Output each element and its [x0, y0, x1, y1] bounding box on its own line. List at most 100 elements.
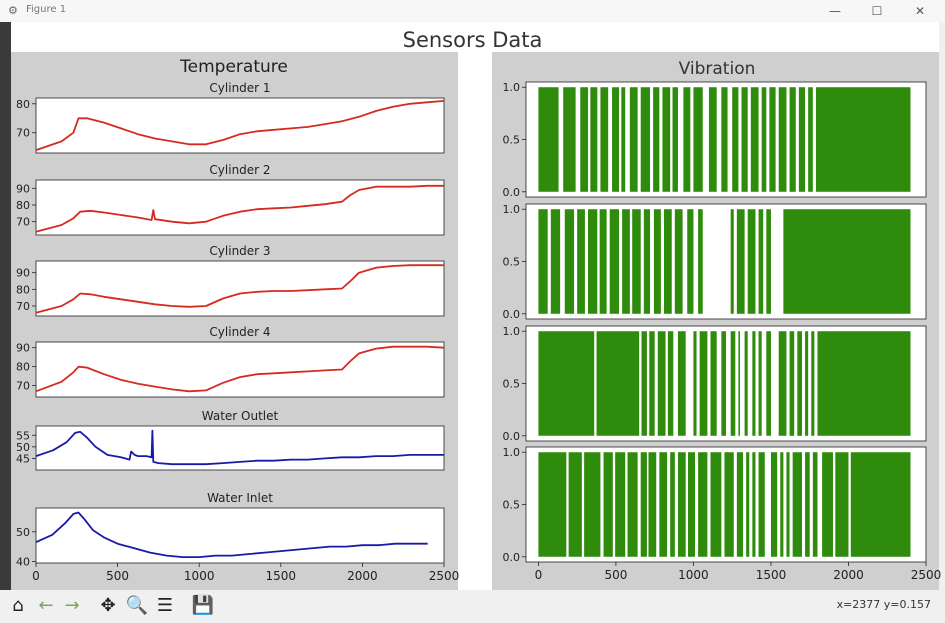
vibration-bar [629, 87, 638, 192]
vibration-bar [817, 331, 911, 436]
y-tick-label: 1.0 [503, 446, 521, 459]
vibration-bar [640, 87, 651, 192]
subplot-title: Water Inlet [207, 491, 273, 505]
vibration-bar [741, 87, 748, 192]
configure-subplots-icon[interactable]: ☰ [156, 595, 174, 616]
back-icon[interactable]: ← [38, 595, 54, 616]
y-tick-label: 90 [16, 267, 30, 280]
vibration-bar [808, 87, 813, 192]
vibration-bar [698, 452, 708, 557]
y-tick-label: 80 [16, 98, 30, 111]
y-tick-label: 80 [16, 199, 30, 212]
y-tick-label: 0.5 [503, 256, 521, 269]
x-tick-label: 1000 [184, 569, 215, 583]
vibration-bar [797, 331, 802, 436]
y-tick-label: 90 [16, 182, 30, 195]
axes-frame [35, 341, 445, 398]
vibration-bar [805, 331, 809, 436]
vibration-bar [538, 87, 559, 192]
y-tick-label: 0.0 [503, 186, 521, 199]
vibration-bar [747, 209, 756, 314]
vibration-bar [600, 87, 609, 192]
y-tick-label: 40 [16, 556, 30, 569]
vibration-bar [780, 452, 784, 557]
vibration-bar [786, 452, 790, 557]
vibration-bar [778, 331, 787, 436]
x-tick-label: 500 [604, 568, 627, 582]
vibration-bar [687, 209, 694, 314]
vibration-bar [738, 331, 740, 436]
vibration-bar [693, 87, 703, 192]
vibration-bar [641, 331, 647, 436]
vibration-bar [538, 452, 567, 557]
maximize-button[interactable]: ☐ [871, 4, 883, 18]
vibration-bar [752, 331, 756, 436]
vibration-bar [710, 331, 717, 436]
zoom-icon[interactable]: 🔍 [125, 595, 149, 616]
vibration-bar [730, 331, 736, 436]
vibration-bar [758, 452, 765, 557]
vibration-bar [632, 209, 641, 314]
forward-icon[interactable]: → [64, 595, 80, 616]
vibration-bar [815, 87, 911, 192]
vibration-bar [662, 87, 671, 192]
vibration-bar [798, 87, 806, 192]
vibration-bar [744, 331, 748, 436]
vibration-bar [649, 331, 655, 436]
axes-frame [35, 97, 445, 154]
vibration-bar [732, 87, 739, 192]
vibration-bar [721, 87, 728, 192]
y-tick-label: 70 [16, 300, 30, 313]
vibration-bar [550, 209, 561, 314]
x-tick-label: 1500 [266, 569, 297, 583]
series-line [35, 184, 444, 233]
vibration-bar [683, 87, 691, 192]
axes-frame [35, 507, 445, 564]
pan-icon[interactable]: ✥ [100, 595, 116, 616]
home-icon[interactable]: ⌂ [12, 595, 24, 616]
save-icon[interactable]: 💾 [191, 595, 215, 616]
vibration-bar [677, 452, 686, 557]
navigation-toolbar: ⌂ ← → ✥ 🔍 ☰ 💾 [0, 590, 945, 623]
vibration-bar [761, 87, 767, 192]
y-tick-label: 1.0 [503, 325, 521, 338]
axes-frame [35, 260, 445, 317]
vibration-bar [563, 87, 576, 192]
x-tick-label: 2000 [347, 569, 378, 583]
y-tick-label: 0.0 [503, 551, 521, 564]
vibration-bar [643, 209, 651, 314]
y-tick-label: 0.5 [503, 499, 521, 512]
vibration-group-title: Vibration [679, 59, 756, 79]
close-button[interactable]: ✕ [914, 4, 926, 18]
series-line [35, 345, 445, 393]
vibration-bar [758, 209, 764, 314]
series-line [35, 511, 428, 558]
vibration-bar [653, 209, 661, 314]
minimize-button[interactable]: — [829, 4, 841, 18]
y-tick-label: 1.0 [503, 203, 521, 216]
x-tick-label: 2000 [833, 568, 864, 582]
vibration-bar [564, 209, 575, 314]
vibration-bar [590, 87, 598, 192]
background-strip [0, 22, 11, 590]
vibration-bar [580, 87, 589, 192]
vibration-bar [698, 209, 703, 314]
vibration-bar [659, 452, 668, 557]
y-tick-label: 1.0 [503, 81, 521, 94]
subplot-title: Cylinder 2 [209, 163, 270, 177]
axes-frame [35, 179, 445, 236]
vibration-bar [789, 87, 796, 192]
vibration-bar [622, 209, 630, 314]
y-tick-label: 45 [16, 452, 30, 465]
vibration-bar [693, 331, 697, 436]
x-tick-label: 1500 [756, 568, 787, 582]
vibration-bar [627, 452, 638, 557]
x-tick-label: 2500 [911, 568, 942, 582]
figure-suptitle: Sensors Data [402, 28, 543, 52]
vibration-bar [588, 209, 598, 314]
vibration-bar [674, 209, 683, 314]
vibration-bar [596, 331, 640, 436]
x-tick-label: 1000 [678, 568, 709, 582]
